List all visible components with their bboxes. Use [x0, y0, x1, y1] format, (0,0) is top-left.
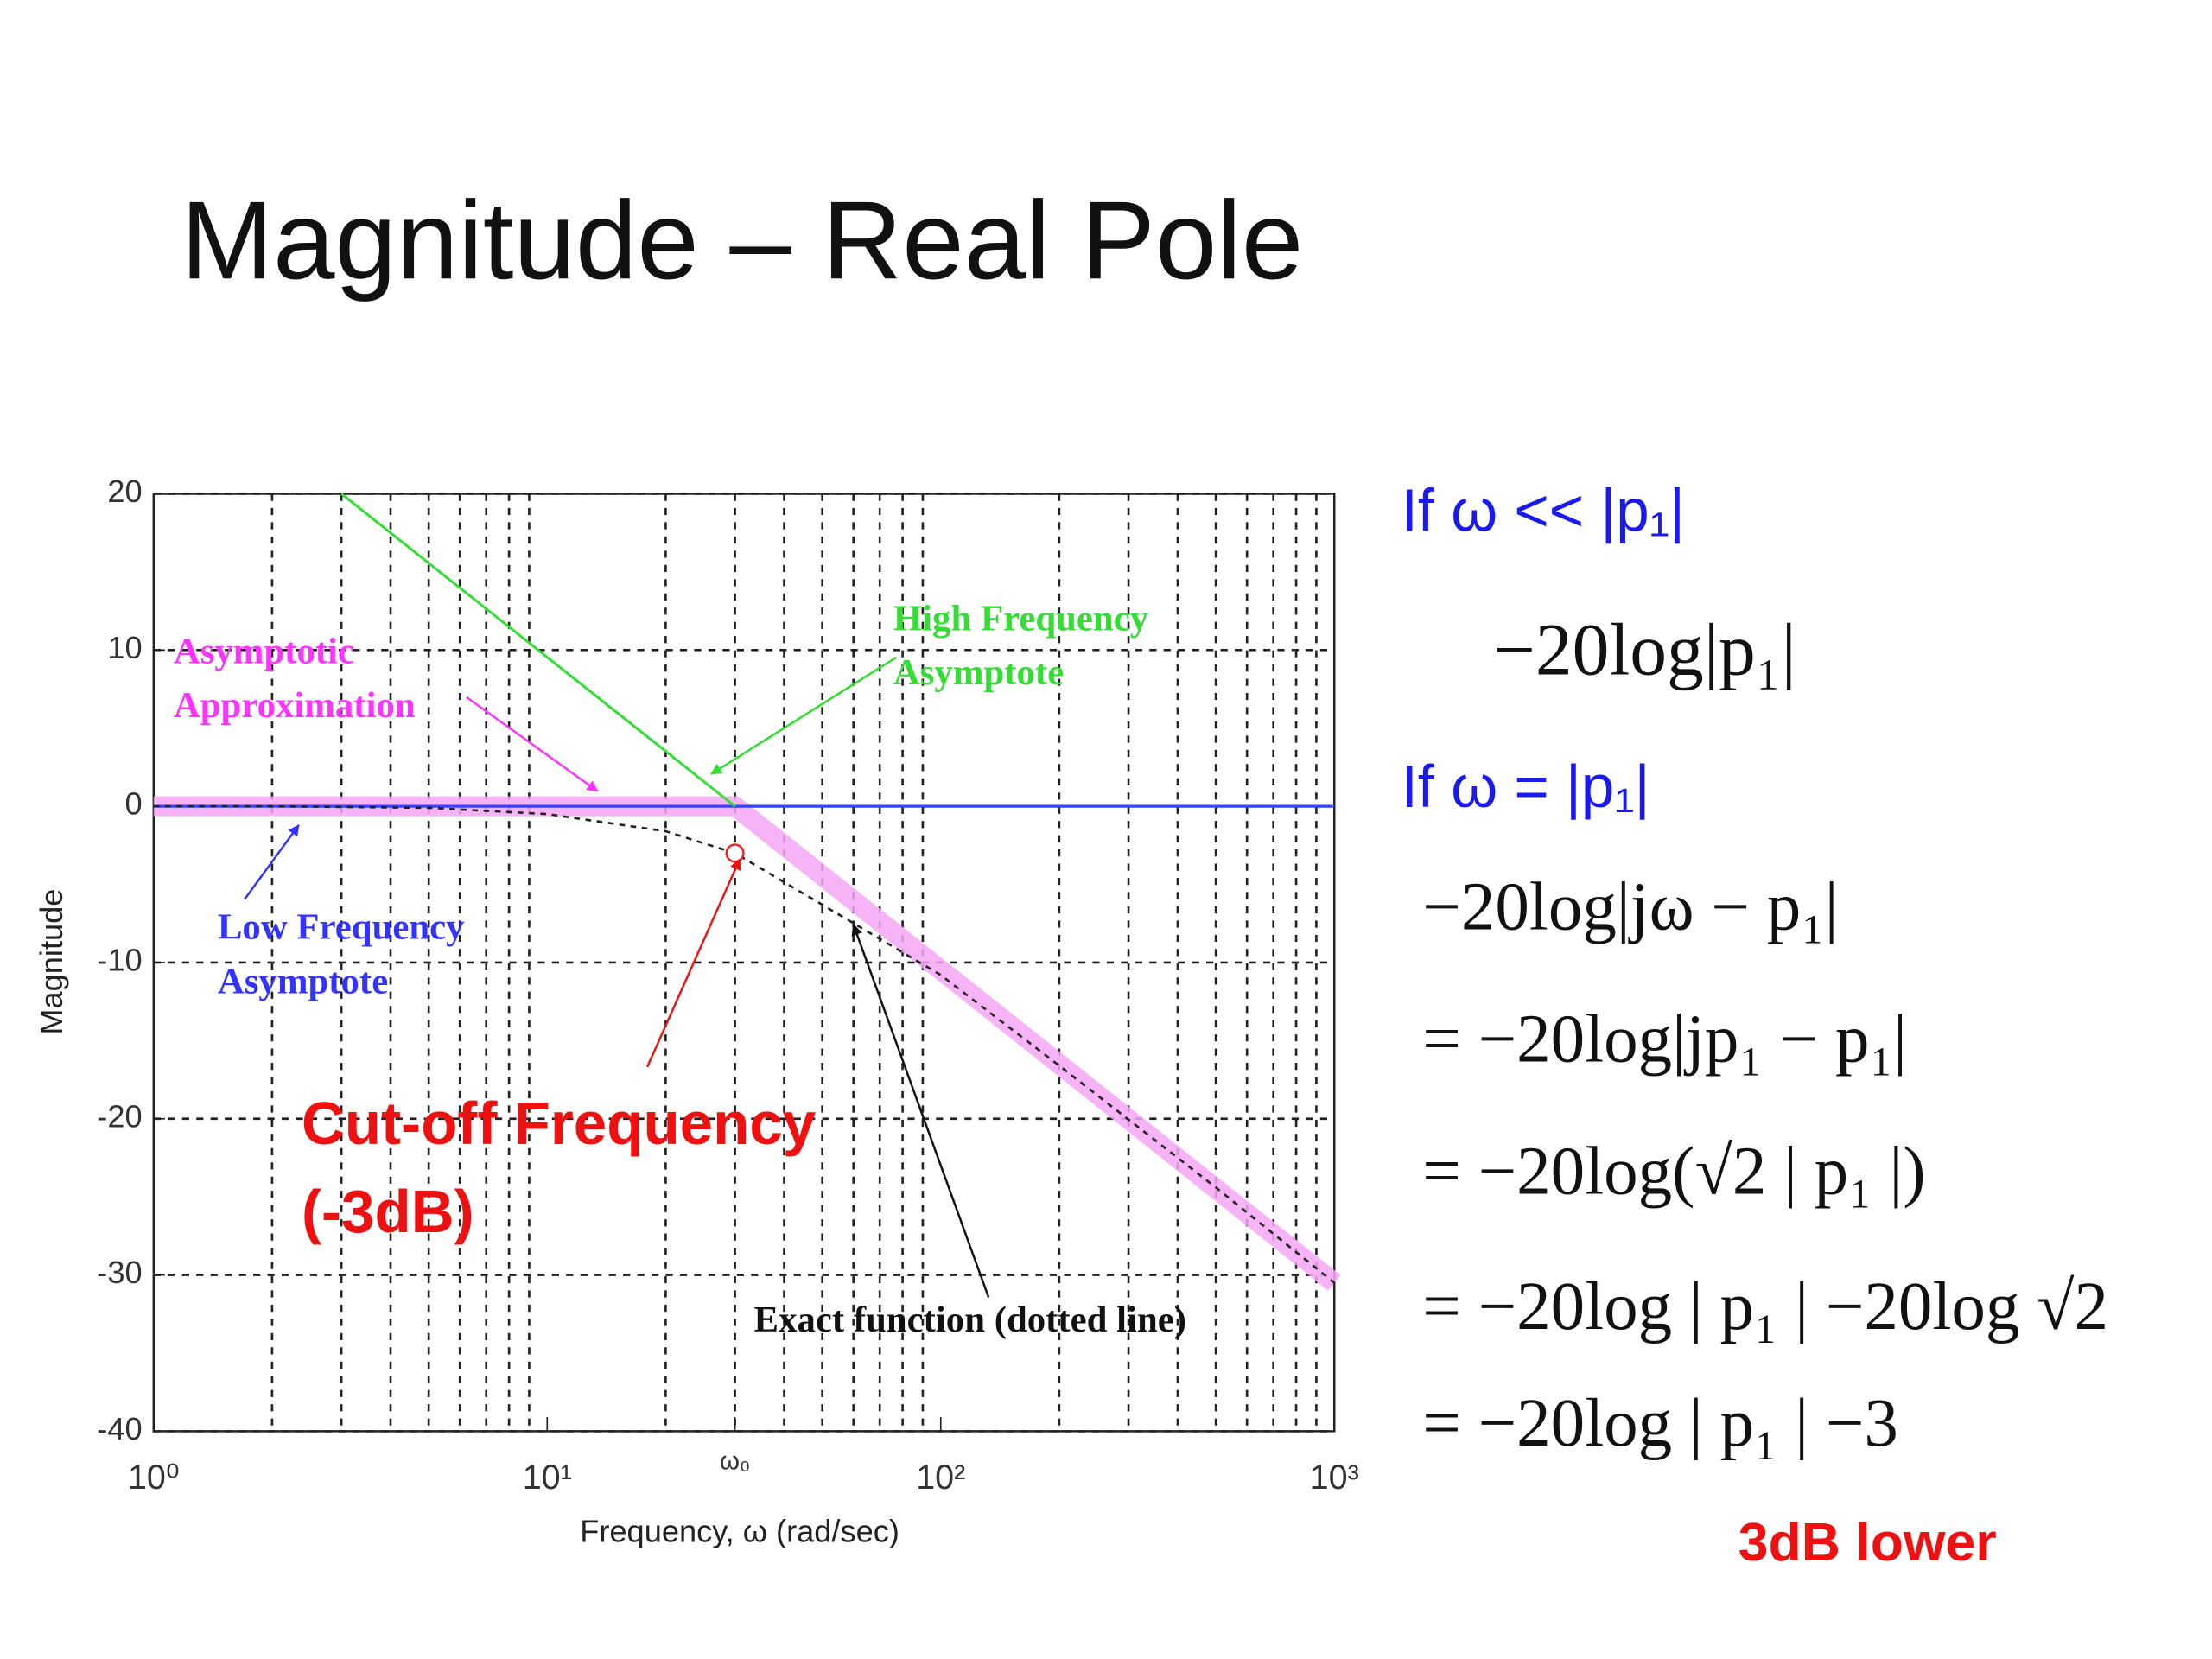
annotation: Approximation [174, 685, 416, 726]
x-tick-label: ω₀ [720, 1446, 750, 1475]
annotation: Asymptote [893, 652, 1064, 693]
equation: = −20log | p₁ | −3 [1422, 1386, 1898, 1461]
y-tick-label: -20 [97, 1098, 142, 1134]
equation: −20log|p₁| [1494, 608, 1796, 690]
annotation: (-3dB) [302, 1178, 474, 1245]
equation: If ω << |p₁| [1402, 476, 1685, 543]
cutoff-marker [725, 843, 745, 863]
annotation: Low Frequency [218, 907, 465, 948]
arrow [710, 656, 897, 775]
note: 3dB lower [1738, 1512, 1997, 1573]
annotation-arrows [244, 656, 990, 1299]
y-axis-label: Magnitude [34, 889, 69, 1035]
annotation: Asymptote [218, 961, 388, 1001]
arrow [244, 823, 300, 900]
arrow [645, 858, 741, 1068]
annotation: Exact function (dotted line) [754, 1300, 1186, 1340]
y-tick-label: -30 [97, 1255, 142, 1290]
x-tick-label: 10³ [1310, 1459, 1359, 1497]
x-tick-label: 10² [916, 1459, 965, 1497]
y-tick-label: 20 [107, 474, 142, 509]
y-tick-label: -10 [97, 942, 142, 977]
slide-title: Magnitude – Real Pole [181, 179, 1303, 302]
plot-frame [152, 493, 1336, 1433]
series-line [340, 493, 736, 808]
equation: If ω = |p₁| [1402, 753, 1650, 820]
equation: = −20log(√2 | p₁ |) [1422, 1134, 1925, 1209]
equation: −20log|jω − p₁| [1422, 869, 1838, 944]
annotation: Cut-off Frequency [302, 1090, 817, 1157]
y-tick-label: -40 [97, 1411, 142, 1446]
y-tick-label: 10 [107, 630, 142, 665]
series-line [153, 804, 1336, 1284]
equations: If ω << |p₁| −20log|p₁| If ω = |p₁| −20log|… [1402, 476, 2108, 1460]
x-tick-label: 10⁰ [128, 1459, 180, 1497]
y-tick-label: 0 [124, 786, 142, 822]
x-axis-label: Frequency, ω (rad/sec) [580, 1513, 899, 1548]
annotation: Asymptotic [174, 631, 354, 671]
arrow [466, 696, 599, 792]
arrow [851, 924, 990, 1299]
equation: = −20log | p₁ | −20log √2 [1422, 1269, 2108, 1344]
equation: = −20log|jp₁ − p₁| [1422, 1001, 1907, 1077]
annotations: Asymptotic Approximation High Frequency Asy… [174, 598, 1186, 1340]
annotation: High Frequency [893, 598, 1148, 639]
plot: -40 -30 -20 -10 0 10 20 10⁰ 10¹ ω₀ 10² 10³ [97, 474, 1358, 1497]
x-tick-label: 10¹ [523, 1459, 572, 1497]
